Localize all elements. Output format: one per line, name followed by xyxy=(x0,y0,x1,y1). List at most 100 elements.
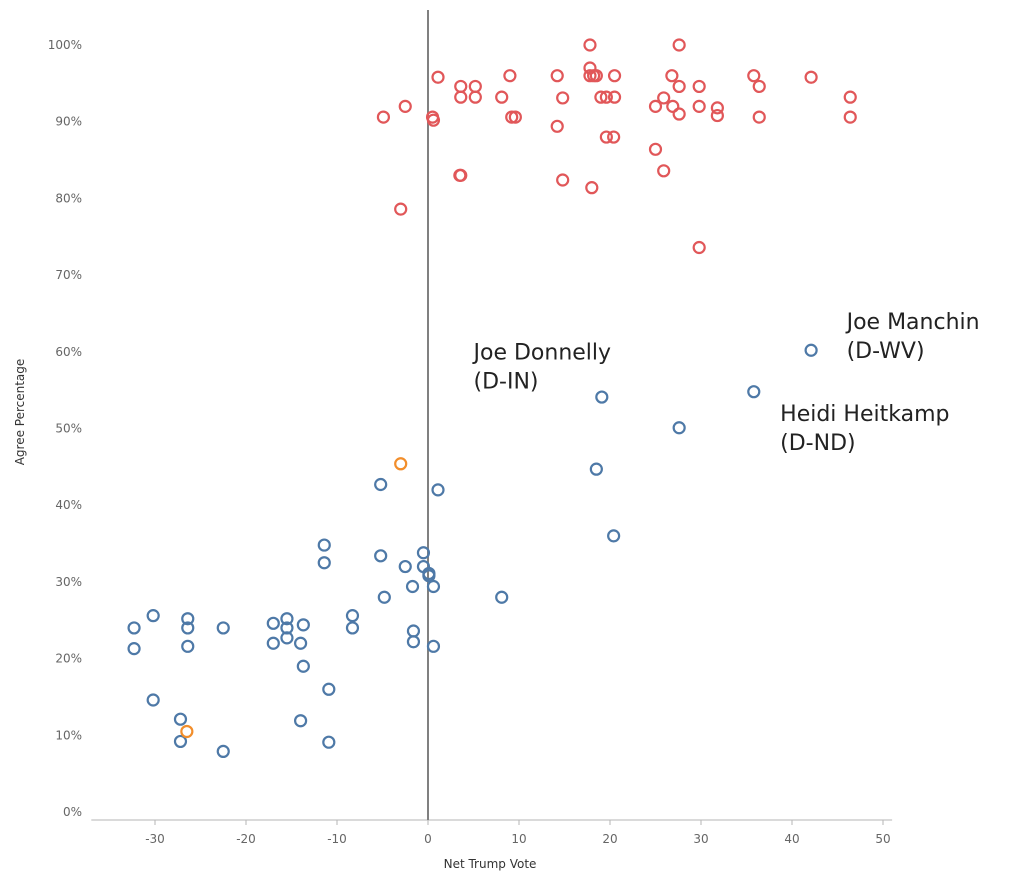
data-point xyxy=(692,240,706,255)
data-point xyxy=(607,529,621,543)
data-point xyxy=(146,609,160,623)
data-point xyxy=(127,642,141,656)
data-point xyxy=(556,91,570,105)
y-tick-label: 30% xyxy=(55,575,82,589)
data-point xyxy=(317,538,331,552)
x-tick-label: 20 xyxy=(602,832,617,846)
data-point xyxy=(454,90,468,104)
data-point xyxy=(454,168,468,182)
data-point xyxy=(426,113,441,127)
data-point xyxy=(294,714,308,728)
data-point xyxy=(431,483,445,497)
data-point xyxy=(376,110,391,124)
data-point xyxy=(710,101,724,115)
data-point xyxy=(607,90,622,104)
y-tick-label: 40% xyxy=(55,498,82,512)
data-point xyxy=(266,636,280,650)
annotation-party: (D-ND) xyxy=(780,431,855,456)
data-point xyxy=(173,712,188,726)
x-tick-label: 40 xyxy=(784,832,799,846)
data-point xyxy=(550,69,564,83)
data-point xyxy=(317,556,331,570)
data-point xyxy=(692,79,706,94)
data-point xyxy=(594,90,608,104)
data-point xyxy=(406,635,421,649)
x-axis-title: Net Trump Vote xyxy=(444,857,537,871)
annotation-party: (D-IN) xyxy=(474,369,539,394)
data-point xyxy=(747,385,761,399)
y-tick-label: 100% xyxy=(48,38,82,52)
y-axis-ticks: 0% 10% 20% 30% 40% 50% 60% 70% 80% 90% 100% xyxy=(48,38,82,819)
data-point xyxy=(672,79,686,94)
data-point xyxy=(804,70,818,84)
x-tick-label: 10 xyxy=(511,832,526,846)
y-tick-label: 70% xyxy=(55,268,82,282)
y-tick-label: 0% xyxy=(63,805,82,819)
data-point xyxy=(377,590,391,604)
data-point xyxy=(422,569,436,583)
data-point xyxy=(692,99,706,113)
annotation-party: (D-WV) xyxy=(847,339,925,364)
x-tick-label: -30 xyxy=(145,832,165,846)
data-point xyxy=(426,639,441,653)
annotation-name: Joe Donnelly xyxy=(472,340,612,365)
data-point xyxy=(752,79,766,94)
data-point xyxy=(550,119,564,133)
data-point xyxy=(280,631,294,645)
data-point xyxy=(173,734,188,749)
data-point xyxy=(280,612,294,626)
data-point xyxy=(666,99,680,113)
data-point xyxy=(607,69,622,83)
x-tick-label: 0 xyxy=(424,832,432,846)
data-point xyxy=(747,69,761,83)
data-point xyxy=(406,624,421,638)
data-point xyxy=(296,618,310,632)
data-point xyxy=(804,343,818,357)
annotation-name: Joe Manchin xyxy=(845,310,980,335)
data-point xyxy=(180,724,194,739)
data-point xyxy=(345,621,360,635)
data-point xyxy=(374,477,388,492)
x-tick-label: 30 xyxy=(693,832,708,846)
data-point xyxy=(587,69,601,83)
data-point xyxy=(589,462,603,476)
data-point xyxy=(416,546,431,560)
data-point xyxy=(607,130,621,144)
data-point xyxy=(508,110,522,124)
data-points xyxy=(127,38,857,759)
y-tick-label: 20% xyxy=(55,652,82,666)
data-point xyxy=(503,69,517,83)
data-point xyxy=(345,609,360,623)
data-point xyxy=(394,457,408,471)
x-tick-label: -20 xyxy=(236,832,256,846)
data-point xyxy=(398,99,412,113)
data-point xyxy=(454,79,468,94)
data-point xyxy=(583,61,597,75)
data-point xyxy=(398,559,412,574)
data-point xyxy=(648,99,663,113)
data-point xyxy=(468,79,482,94)
data-point xyxy=(657,164,671,178)
data-point xyxy=(599,90,613,104)
data-point xyxy=(216,744,230,759)
data-point xyxy=(426,579,441,594)
data-point xyxy=(266,616,280,630)
x-tick-label: 50 xyxy=(875,832,890,846)
data-point xyxy=(672,421,686,435)
data-point xyxy=(296,659,310,673)
y-tick-label: 50% xyxy=(55,422,82,436)
y-tick-label: 10% xyxy=(55,728,82,742)
data-point xyxy=(599,130,613,144)
data-point xyxy=(294,636,308,650)
data-point xyxy=(394,202,408,216)
data-point xyxy=(216,621,230,635)
data-point xyxy=(583,38,597,52)
data-point xyxy=(585,181,599,195)
data-point xyxy=(843,90,857,104)
data-point xyxy=(672,38,686,52)
data-point xyxy=(648,142,663,156)
data-point xyxy=(181,639,195,653)
data-point xyxy=(146,693,160,707)
y-tick-label: 90% xyxy=(55,115,82,129)
